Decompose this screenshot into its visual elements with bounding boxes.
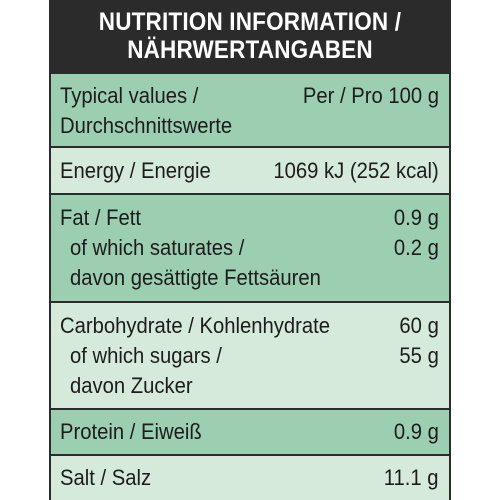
header-title-english: NUTRITION INFORMATION / <box>98 8 402 36</box>
table-header: NUTRITION INFORMATION / NÄHRWERTANGABEN <box>71 0 429 72</box>
salt-label: Salt / Salz <box>60 465 152 490</box>
nutrition-table: NUTRITION INFORMATION / NÄHRWERTANGABEN … <box>49 0 451 500</box>
sugars-label: of which sugars / <box>70 343 222 368</box>
saturates-label: of which saturates / <box>70 235 245 260</box>
typical-values-label: Typical values / <box>60 83 199 108</box>
saturates-label-german: davon gesättigte Fettsäuren <box>70 265 321 290</box>
typical-values-label-german: Durchschnittswerte <box>60 113 233 138</box>
carbohydrate-row: Carbohydrate / Kohlenhydrate 60 g of whi… <box>51 303 449 408</box>
fat-value: 0.9 g <box>393 205 439 230</box>
energy-label: Energy / Energie <box>60 158 211 183</box>
saturates-value: 0.2 g <box>393 235 439 260</box>
carbohydrate-value: 60 g <box>399 313 439 338</box>
fat-row: Fat / Fett 0.9 g of which saturates / 0.… <box>51 195 449 301</box>
sugars-label-german: davon Zucker <box>70 373 193 398</box>
sugars-value: 55 g <box>399 343 439 368</box>
energy-row: Energy / Energie 1069 kJ (252 kcal) <box>51 148 449 193</box>
per-100g-value: Per / Pro 100 g <box>302 83 439 108</box>
protein-row: Protein / Eiweiß 0.9 g <box>51 410 449 454</box>
typical-values-row: Typical values / Per / Pro 100 g Durchsc… <box>51 74 449 146</box>
salt-value: 11.1 g <box>384 465 439 490</box>
fat-label: Fat / Fett <box>60 205 141 230</box>
protein-value: 0.9 g <box>393 419 439 444</box>
carbohydrate-label: Carbohydrate / Kohlenhydrate <box>60 313 331 338</box>
protein-label: Protein / Eiweiß <box>60 419 202 444</box>
salt-row: Salt / Salz 11.1 g <box>51 456 449 500</box>
header-title-german: NÄHRWERTANGABEN <box>127 36 373 64</box>
energy-value: 1069 kJ (252 kcal) <box>273 158 439 183</box>
